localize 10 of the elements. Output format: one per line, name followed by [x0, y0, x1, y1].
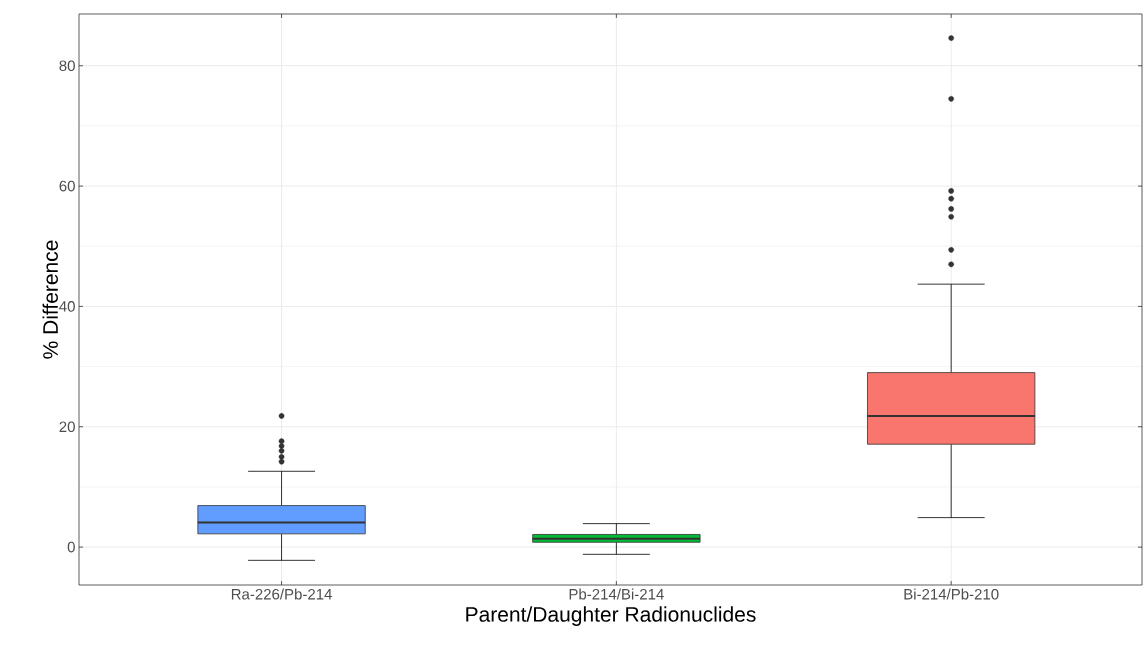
- y-tick-label: 20: [59, 421, 75, 433]
- y-tick-label: 40: [59, 301, 75, 312]
- y-tick-label: 60: [59, 180, 75, 192]
- y-tick-label: 0: [67, 541, 75, 553]
- x-tick-label: Bi-214/Pb-210: [904, 588, 999, 600]
- x-tick-label: Ra-226/Pb-214: [231, 588, 332, 600]
- x-axis-title: Parent/Daughter Radionuclides: [466, 606, 756, 626]
- y-tick-label: 80: [59, 60, 75, 72]
- y-axis-title: % Difference: [42, 240, 58, 359]
- x-tick-label: Pb-214/Bi-214: [569, 588, 664, 600]
